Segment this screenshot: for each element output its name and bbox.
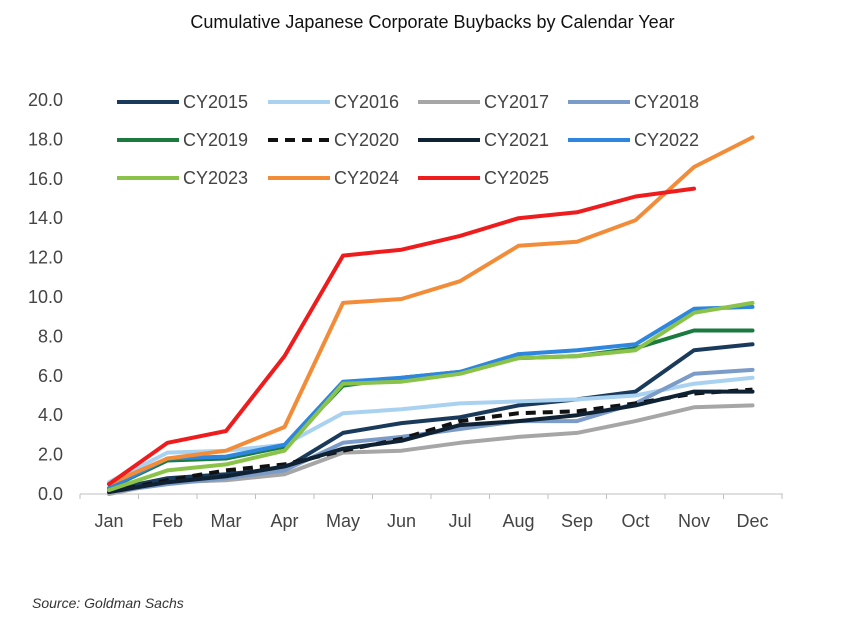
- x-tick-label: Aug: [502, 511, 534, 531]
- y-tick-label: 10.0: [28, 287, 63, 307]
- legend-label: CY2021: [484, 130, 549, 150]
- series-line-cy2022: [107, 304, 755, 491]
- series-line-cy2021: [107, 389, 755, 494]
- y-tick-label: 8.0: [38, 326, 63, 346]
- x-tick-label: Nov: [678, 511, 710, 531]
- legend-label: CY2019: [183, 130, 248, 150]
- legend-label: CY2020: [334, 130, 399, 150]
- legend-label: CY2016: [334, 92, 399, 112]
- legend-label: CY2023: [183, 168, 248, 188]
- x-tick-label: Feb: [152, 511, 183, 531]
- chart-legend: CY2015 CY2016 CY2017 CY2018 CY2019 CY2020 CY20…: [117, 92, 699, 188]
- y-tick-label: 18.0: [28, 129, 63, 149]
- x-tick-label: Sep: [561, 511, 593, 531]
- x-tick-label: May: [326, 511, 360, 531]
- y-tick-label: 4.0: [38, 405, 63, 425]
- x-tick-label: Jun: [387, 511, 416, 531]
- series-line-cy2023: [107, 300, 755, 493]
- source-note: Source: Goldman Sachs: [32, 595, 184, 611]
- x-axis-ticks: Jan Feb Mar Apr May Jun Jul Aug Sep Oct Nov Dec: [94, 511, 768, 531]
- x-tick-label: Jan: [94, 511, 123, 531]
- x-tick-label: Dec: [736, 511, 768, 531]
- y-tick-label: 12.0: [28, 248, 63, 268]
- y-tick-label: 20.0: [28, 90, 63, 110]
- chart-series: [107, 135, 755, 496]
- y-tick-label: 0.0: [38, 484, 63, 504]
- y-tick-label: 2.0: [38, 445, 63, 465]
- legend-label: CY2018: [634, 92, 699, 112]
- series-line-cy2015: [107, 342, 755, 493]
- legend-label: CY2015: [183, 92, 248, 112]
- series-line-cy2019: [107, 328, 755, 491]
- legend-label: CY2017: [484, 92, 549, 112]
- legend-label: CY2024: [334, 168, 399, 188]
- y-tick-label: 14.0: [28, 208, 63, 228]
- x-tick-label: Mar: [211, 511, 242, 531]
- x-tick-label: Jul: [448, 511, 471, 531]
- x-tick-label: Apr: [270, 511, 298, 531]
- y-tick-label: 6.0: [38, 366, 63, 386]
- chart-title: Cumulative Japanese Corporate Buybacks b…: [190, 12, 675, 32]
- x-tick-label: Oct: [621, 511, 649, 531]
- y-tick-label: 16.0: [28, 169, 63, 189]
- y-axis-ticks: 0.0 2.0 4.0 6.0 8.0 10.0 12.0 14.0 16.0 18.0 20.0: [28, 90, 63, 504]
- series-line-cy2025: [107, 186, 696, 487]
- legend-label: CY2022: [634, 130, 699, 150]
- chart-axes: [79, 493, 783, 499]
- legend-label: CY2025: [484, 168, 549, 188]
- series-line-cy2024: [107, 135, 755, 487]
